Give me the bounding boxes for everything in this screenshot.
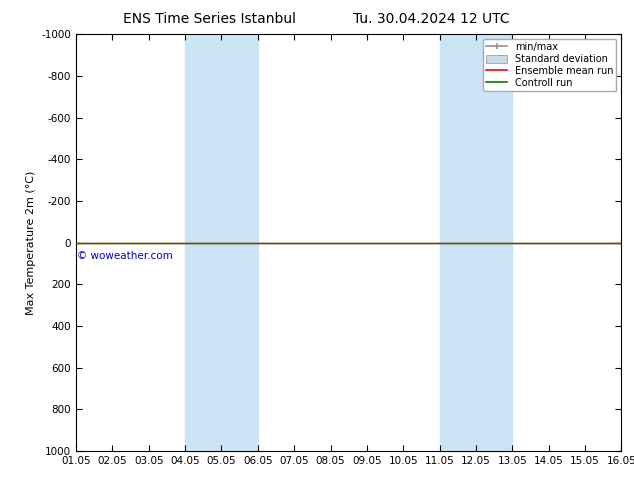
Legend: min/max, Standard deviation, Ensemble mean run, Controll run: min/max, Standard deviation, Ensemble me…: [483, 39, 616, 91]
Text: Tu. 30.04.2024 12 UTC: Tu. 30.04.2024 12 UTC: [353, 12, 510, 26]
Y-axis label: Max Temperature 2m (°C): Max Temperature 2m (°C): [26, 171, 36, 315]
Text: ENS Time Series Istanbul: ENS Time Series Istanbul: [123, 12, 295, 26]
Text: © woweather.com: © woweather.com: [77, 251, 173, 261]
Bar: [439, 34, 512, 451]
Bar: [185, 34, 258, 451]
